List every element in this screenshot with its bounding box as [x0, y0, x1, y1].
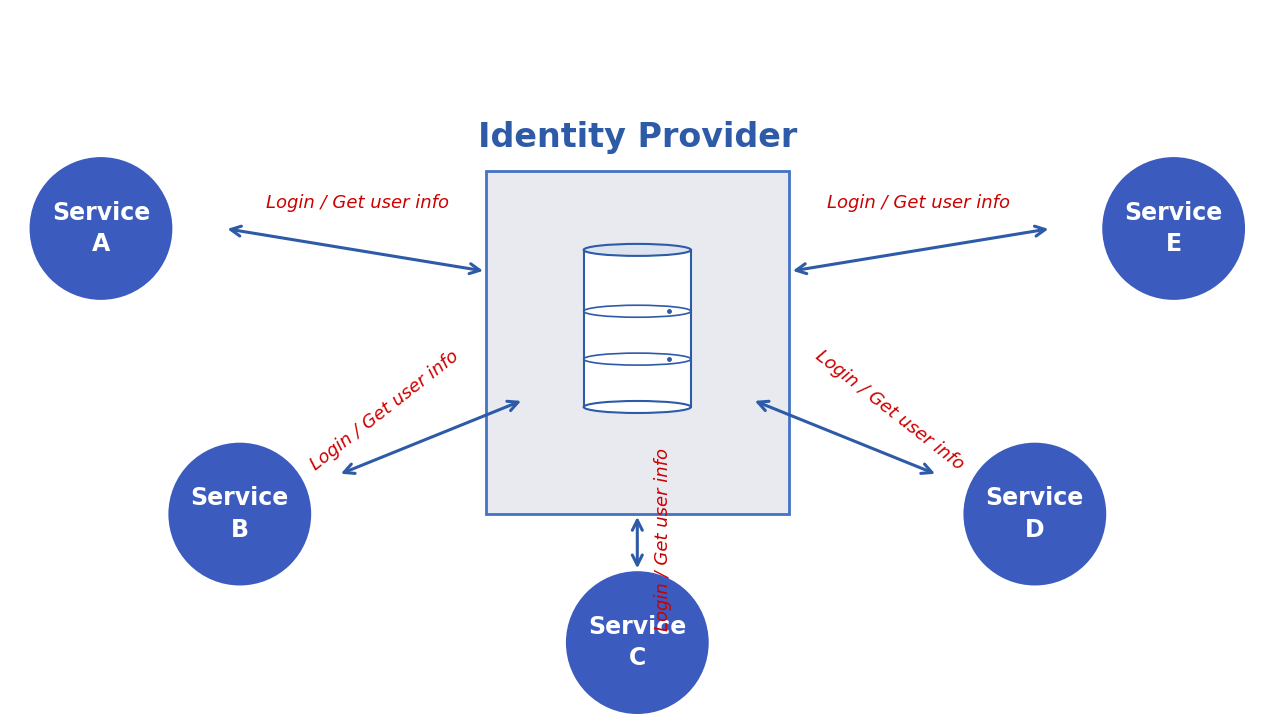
FancyBboxPatch shape — [486, 171, 789, 514]
Text: Service
C: Service C — [588, 615, 687, 670]
Ellipse shape — [963, 443, 1107, 585]
Text: Service
E: Service E — [1124, 201, 1223, 256]
Text: Login / Get user info: Login / Get user info — [307, 347, 463, 474]
Ellipse shape — [584, 353, 692, 365]
Ellipse shape — [565, 571, 709, 714]
Text: Login / Get user info: Login / Get user info — [811, 347, 968, 474]
Text: Service
D: Service D — [986, 486, 1084, 542]
Text: Service
B: Service B — [191, 486, 289, 542]
Ellipse shape — [584, 244, 692, 256]
Text: Identity Provider: Identity Provider — [478, 121, 796, 154]
Ellipse shape — [1102, 157, 1246, 300]
Text: Login / Get user info: Login / Get user info — [265, 194, 449, 213]
Ellipse shape — [29, 157, 173, 300]
Ellipse shape — [168, 443, 312, 585]
Ellipse shape — [584, 401, 692, 413]
Polygon shape — [584, 250, 692, 407]
Text: Login / Get user info: Login / Get user info — [654, 448, 671, 630]
Ellipse shape — [584, 305, 692, 317]
Text: Service
A: Service A — [52, 201, 150, 256]
Text: Login / Get user info: Login / Get user info — [827, 194, 1011, 213]
